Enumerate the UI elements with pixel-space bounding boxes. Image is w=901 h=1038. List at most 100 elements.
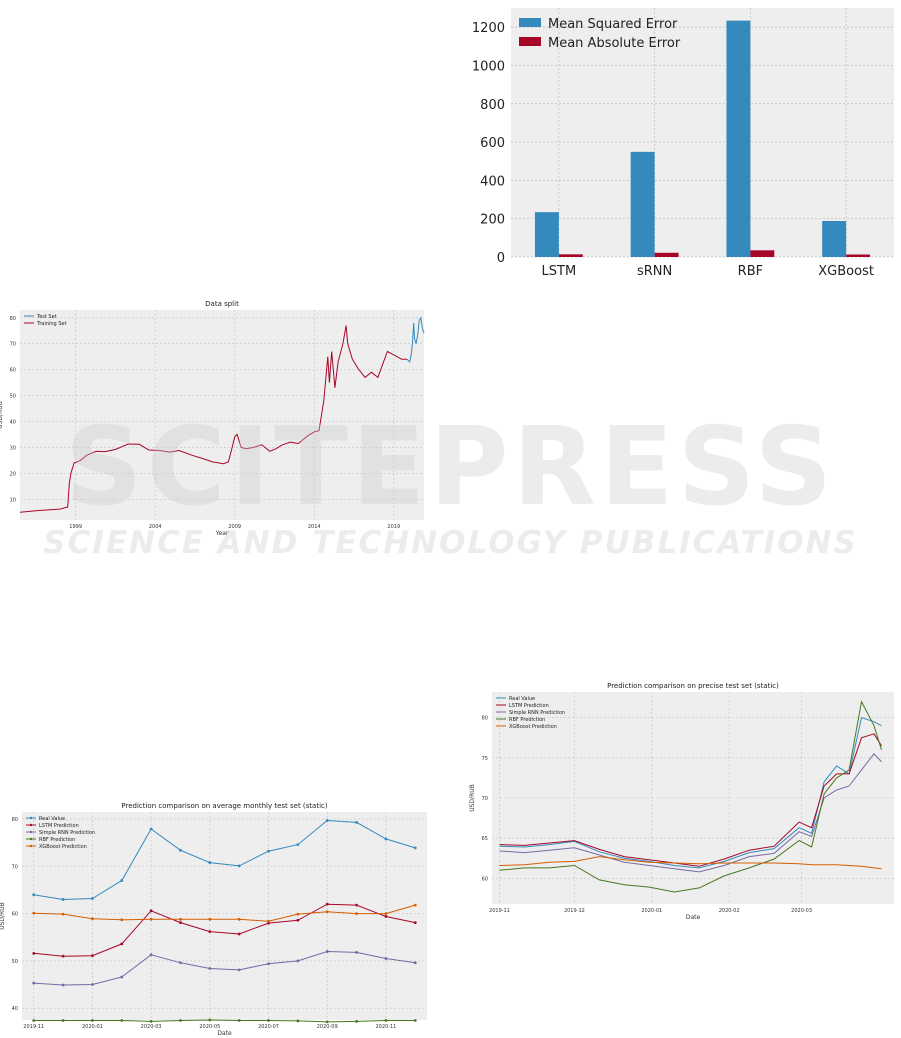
data-point: [179, 917, 182, 921]
data-point: [208, 930, 212, 933]
data-point: [325, 1020, 329, 1024]
data-point: [384, 912, 388, 916]
x-tick-label: 2020-07: [258, 1024, 279, 1030]
data-point: [355, 821, 358, 824]
legend-label: Training Set: [36, 321, 67, 327]
precise-prediction-chart-svg: 2019-11 2019-12 2020-01 2020-02 2020-03 60 65 7…: [469, 682, 894, 921]
series-line-real-value: [499, 717, 882, 869]
data-point: [267, 919, 270, 923]
x-tick-label: 2019-11: [489, 908, 510, 914]
data-point: [61, 983, 65, 987]
legend-label: Mean Squared Error: [548, 17, 678, 32]
y-tick-label: 60: [12, 912, 18, 918]
data-point: [355, 951, 358, 954]
x-tick-label: 2020-01: [641, 908, 662, 914]
data-point: [296, 918, 300, 922]
y-tick-label: 70: [482, 796, 488, 802]
bar-mae: [750, 250, 775, 257]
data-point: [237, 917, 241, 921]
chart-title: Data split: [205, 300, 239, 308]
x-tick-label: 2014: [308, 524, 321, 530]
legend-swatch: [519, 18, 541, 27]
x-tick-label: 1999: [69, 524, 82, 530]
x-tick-label: 2019-11: [23, 1024, 44, 1030]
series-line-simple-rnn-prediction: [33, 950, 416, 986]
y-axis-label: USD/RUB: [0, 401, 4, 429]
data-point: [61, 954, 65, 958]
y-tick-label: 20: [10, 471, 16, 477]
data-point: [267, 962, 270, 966]
data-point: [384, 837, 388, 841]
legend-marker: [29, 844, 33, 848]
chart-title: Prediction comparison on precise test se…: [607, 682, 779, 690]
x-tick-label: 2004: [149, 524, 162, 530]
data-point: [384, 1019, 388, 1022]
data-point: [267, 849, 270, 853]
y-tick-label: 70: [10, 342, 16, 348]
bar-mse: [822, 220, 847, 257]
legend-marker: [29, 830, 33, 834]
data-point: [32, 1019, 36, 1022]
x-tick-label: LSTM: [542, 264, 577, 279]
data-point: [120, 918, 124, 922]
data-point: [91, 954, 94, 958]
legend-swatch: [519, 37, 541, 46]
x-tick-label: 2009: [228, 524, 241, 530]
y-tick-label: 80: [482, 716, 488, 722]
data-point: [149, 909, 153, 913]
data-point: [91, 917, 94, 921]
data-point: [413, 1019, 417, 1022]
bar-mae: [654, 252, 679, 257]
data-point: [413, 846, 417, 850]
bar-mse: [726, 20, 751, 257]
y-axis-label: USD/RUB: [0, 902, 6, 930]
data-point: [384, 957, 388, 960]
data-point: [208, 861, 212, 864]
series-line-rbf-prediction: [499, 700, 882, 893]
data-point: [296, 959, 300, 963]
data-point: [32, 981, 36, 985]
data-point: [237, 864, 241, 868]
y-tick-label: 80: [10, 316, 16, 322]
bar-mae: [846, 254, 871, 257]
data-point: [237, 932, 241, 936]
series-line-xgboost-prediction: [499, 856, 882, 870]
data-point: [237, 968, 241, 972]
chart-title: Prediction comparison on average monthly…: [121, 802, 327, 810]
monthly-prediction-chart: 2019-11 2020-01 2020-03 2020-05 2020-07 2020-…: [0, 798, 440, 1038]
x-tick-label: sRNN: [637, 264, 672, 279]
data-point: [32, 911, 36, 915]
data-point: [149, 1020, 153, 1023]
y-tick-label: 600: [480, 136, 505, 151]
legend-marker: [29, 823, 33, 827]
data-point: [179, 961, 182, 965]
y-tick-label: 40: [12, 1006, 18, 1012]
error-bar-chart-svg: 0 200 400 600 800 1000 1200 LSTM sRNN RBF XGBoost M…: [472, 8, 894, 279]
legend-label: Simple RNN Prediction: [39, 830, 95, 836]
x-tick-label: 2020-02: [719, 908, 740, 914]
error-bar-chart: 0 200 400 600 800 1000 1200 LSTM sRNN RBF XGBoost M…: [465, 0, 901, 290]
legend-label: Mean Absolute Error: [548, 36, 681, 51]
y-tick-label: 400: [480, 174, 505, 189]
plot-area: [511, 8, 894, 257]
bar-mae: [558, 254, 583, 257]
legend-label: Test Set: [36, 314, 57, 320]
y-tick-label: 50: [12, 959, 18, 965]
legend-label: Real Value: [39, 816, 65, 822]
x-tick-label: 2019-12: [564, 908, 585, 914]
y-tick-label: 80: [12, 817, 18, 823]
data-point: [91, 1019, 94, 1022]
bar-mse: [534, 212, 559, 257]
y-tick-label: 30: [10, 445, 16, 451]
legend-label: LSTM Prediction: [39, 823, 79, 829]
x-tick-label: RBF: [738, 264, 763, 279]
data-point: [384, 915, 388, 918]
data-point: [413, 921, 417, 925]
data-point: [325, 950, 329, 953]
data-point: [355, 912, 358, 916]
plot-area: [22, 812, 427, 1020]
data-point: [296, 843, 300, 847]
series-line-training-set: [19, 325, 408, 513]
y-tick-label: 1000: [472, 59, 505, 74]
x-tick-label: 2020-01: [82, 1024, 103, 1030]
